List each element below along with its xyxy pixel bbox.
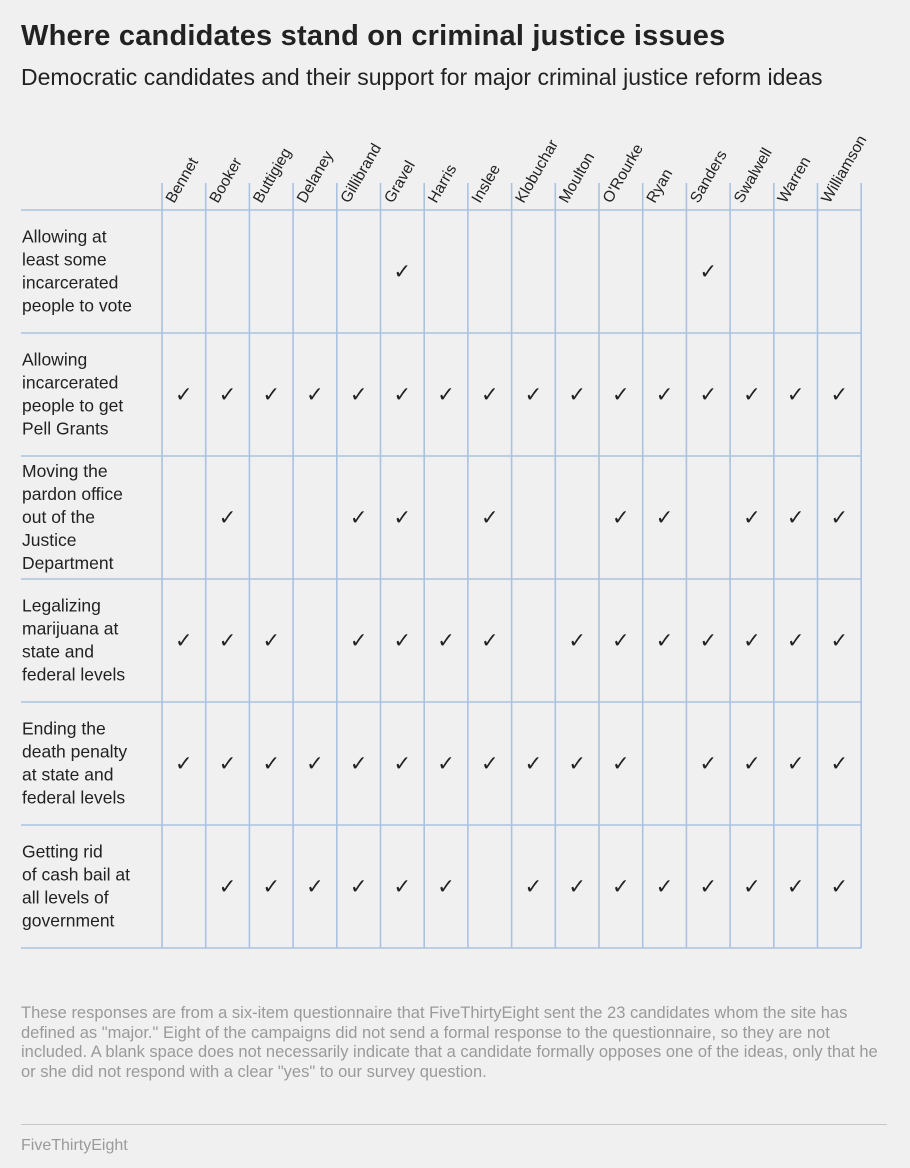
check-mark: ✓: [831, 876, 849, 899]
column-header: Delaney: [294, 148, 337, 206]
check-mark: ✓: [481, 507, 499, 530]
check-mark: ✓: [175, 753, 193, 776]
check-mark: ✓: [787, 876, 805, 899]
check-mark: ✓: [219, 753, 237, 776]
check-mark: ✓: [699, 384, 717, 407]
footer-divider: [21, 1124, 887, 1125]
check-mark: ✓: [219, 876, 237, 899]
row-label: Moving the pardon office out of the Justice…: [22, 461, 123, 573]
chart-subtitle: Democratic candidates and their support …: [21, 64, 823, 90]
column-header: O'Rourke: [600, 141, 647, 206]
check-mark: ✓: [262, 630, 280, 653]
check-mark: ✓: [787, 384, 805, 407]
check-mark: ✓: [568, 384, 586, 407]
check-mark: ✓: [699, 753, 717, 776]
column-header: Williamson: [818, 133, 870, 206]
check-mark: ✓: [394, 630, 412, 653]
check-mark: ✓: [656, 876, 674, 899]
row-label: Ending the death penalty at state and feder…: [22, 719, 127, 808]
column-header: Moulton: [556, 150, 598, 206]
check-mark: ✓: [699, 876, 717, 899]
column-header: Harris: [425, 161, 461, 206]
check-mark: ✓: [262, 753, 280, 776]
check-mark: ✓: [219, 630, 237, 653]
check-mark: ✓: [699, 261, 717, 284]
chart-title: Where candidates stand on criminal justi…: [21, 20, 726, 52]
check-mark: ✓: [350, 753, 368, 776]
check-mark: ✓: [481, 630, 499, 653]
column-header: Buttigieg: [250, 145, 295, 206]
row-label: Getting rid of cash bail at all levels of g…: [22, 842, 130, 931]
check-mark: ✓: [787, 630, 805, 653]
check-mark: ✓: [743, 630, 761, 653]
check-mark: ✓: [219, 384, 237, 407]
check-mark: ✓: [743, 507, 761, 530]
column-header: Swalwell: [731, 145, 776, 206]
check-mark: ✓: [394, 384, 412, 407]
check-mark: ✓: [831, 507, 849, 530]
check-mark: ✓: [394, 261, 412, 284]
check-mark: ✓: [656, 507, 674, 530]
check-mark: ✓: [481, 753, 499, 776]
column-header: Gillibrand: [338, 141, 385, 206]
check-mark: ✓: [525, 876, 543, 899]
source-credit: FiveThirtyEight: [21, 1137, 128, 1154]
check-mark: ✓: [612, 630, 630, 653]
check-mark: ✓: [437, 753, 455, 776]
check-mark: ✓: [437, 630, 455, 653]
check-mark: ✓: [350, 630, 368, 653]
check-mark: ✓: [787, 507, 805, 530]
check-mark: ✓: [699, 630, 717, 653]
check-mark: ✓: [525, 384, 543, 407]
check-mark: ✓: [743, 753, 761, 776]
check-mark: ✓: [831, 630, 849, 653]
check-mark: ✓: [394, 753, 412, 776]
check-mark: ✓: [350, 876, 368, 899]
check-mark: ✓: [656, 384, 674, 407]
check-mark: ✓: [350, 507, 368, 530]
check-mark: ✓: [394, 876, 412, 899]
row-label: Allowing incarcerated people to get Pell Gr…: [22, 350, 123, 439]
check-mark: ✓: [394, 507, 412, 530]
column-header: Ryan: [643, 166, 676, 206]
check-mark: ✓: [787, 753, 805, 776]
column-header: Gravel: [381, 158, 419, 206]
check-mark: ✓: [437, 384, 455, 407]
row-label: Allowing at least some incarcerated people …: [22, 227, 132, 316]
check-mark: ✓: [568, 630, 586, 653]
check-mark: ✓: [306, 753, 324, 776]
check-mark: ✓: [481, 384, 499, 407]
check-mark: ✓: [831, 753, 849, 776]
check-mark: ✓: [350, 384, 368, 407]
column-header: Inslee: [469, 162, 504, 206]
check-mark: ✓: [612, 384, 630, 407]
check-mark: ✓: [656, 630, 674, 653]
check-mark: ✓: [175, 384, 193, 407]
column-header: Booker: [206, 155, 245, 206]
check-mark: ✓: [219, 507, 237, 530]
check-mark: ✓: [262, 876, 280, 899]
check-mark: ✓: [743, 384, 761, 407]
check-mark: ✓: [437, 876, 455, 899]
column-header: Bennet: [163, 154, 203, 206]
column-header: Warren: [775, 154, 815, 206]
check-mark: ✓: [831, 384, 849, 407]
check-mark: ✓: [306, 384, 324, 407]
check-mark: ✓: [175, 630, 193, 653]
check-mark: ✓: [262, 384, 280, 407]
check-mark: ✓: [612, 753, 630, 776]
check-mark: ✓: [525, 753, 543, 776]
check-mark: ✓: [568, 876, 586, 899]
check-mark: ✓: [612, 507, 630, 530]
check-mark: ✓: [568, 753, 586, 776]
methodology-note: These responses are from a six-item ques…: [21, 1004, 878, 1081]
column-header: Sanders: [687, 147, 731, 206]
check-mark: ✓: [612, 876, 630, 899]
check-mark: ✓: [306, 876, 324, 899]
check-mark: ✓: [743, 876, 761, 899]
row-label: Legalizing marijuana at state and federal l…: [22, 596, 125, 685]
